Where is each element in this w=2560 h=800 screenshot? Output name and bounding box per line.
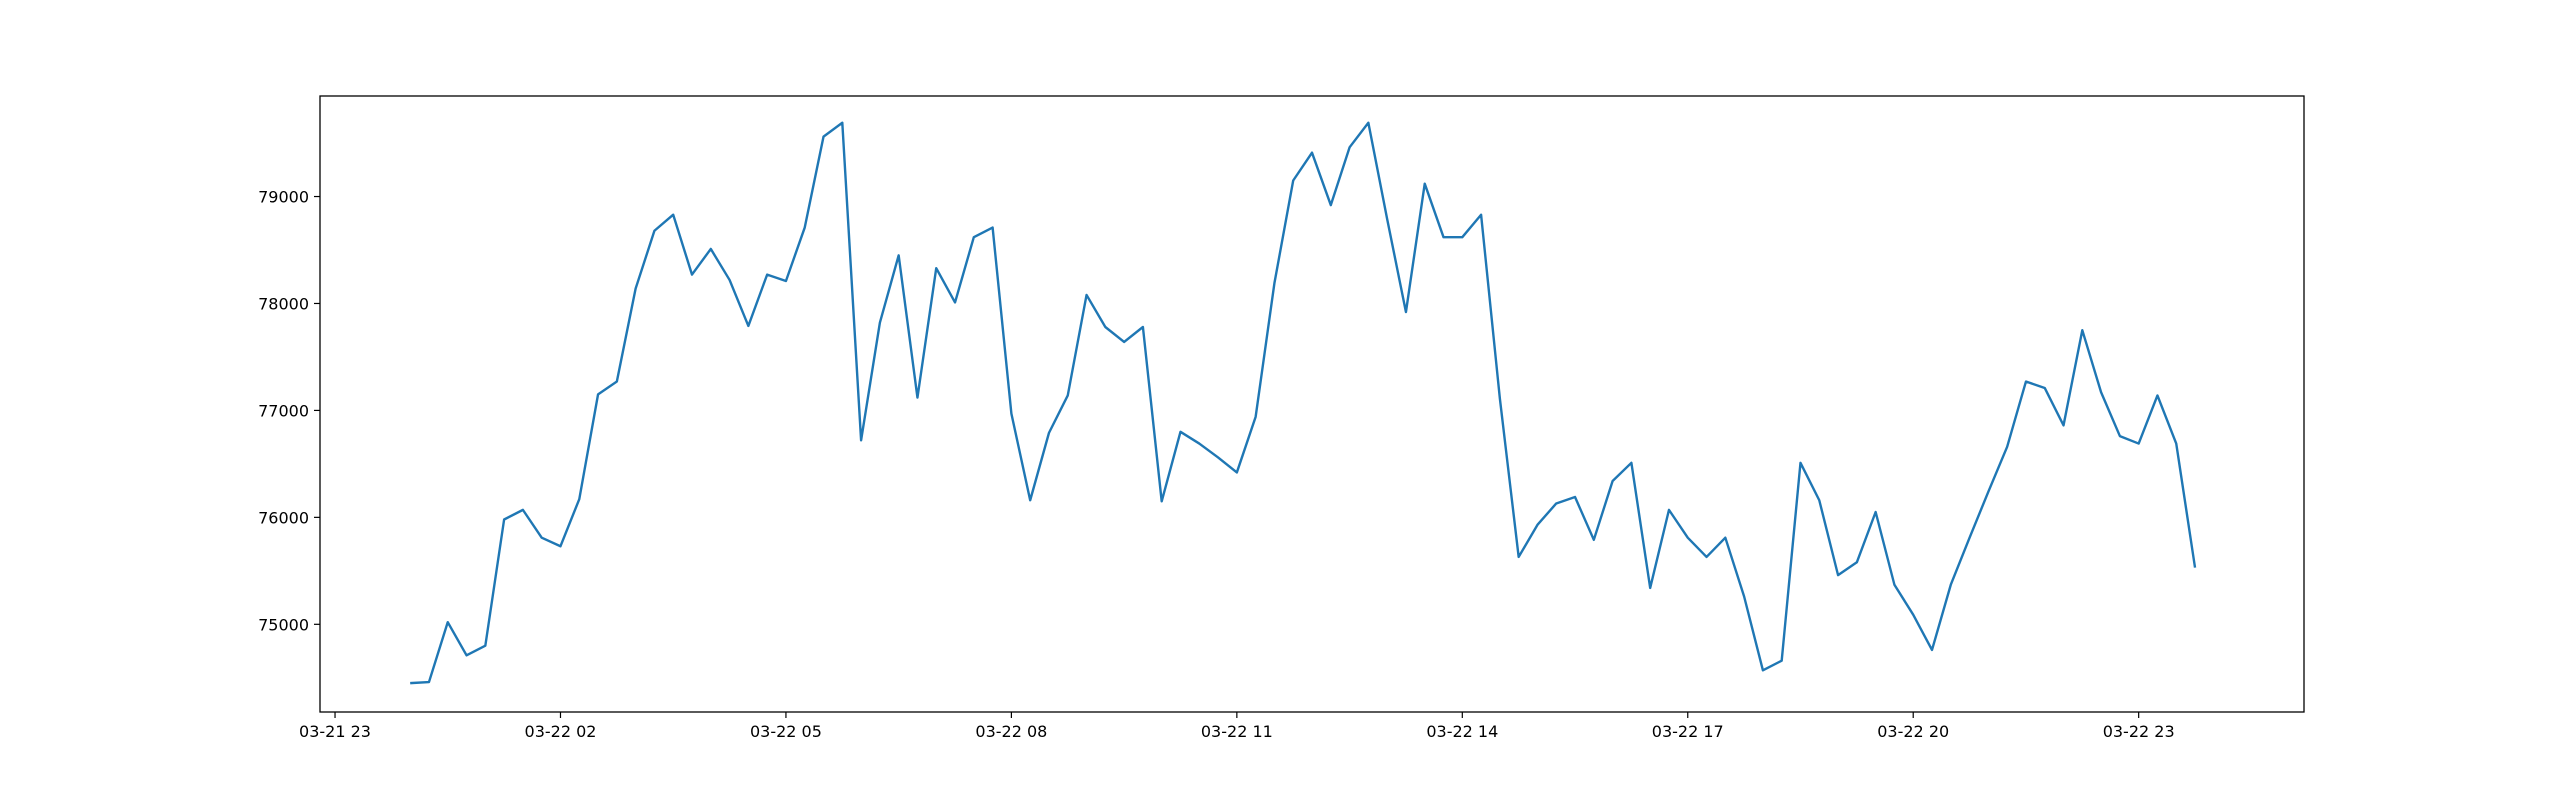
plot-frame [319,95,2305,713]
y-tick-label: 78000 [258,294,309,313]
x-tick-label: 03-22 02 [525,722,597,741]
x-tick-label: 03-22 23 [2103,722,2175,741]
x-tick-label: 03-22 11 [1201,722,1273,741]
y-tick-label: 79000 [258,188,309,207]
y-tick-label: 75000 [258,615,309,634]
x-tick-label: 03-22 14 [1426,722,1498,741]
x-tick-label: 03-22 20 [1877,722,1949,741]
y-tick-label: 76000 [258,508,309,527]
x-tick-label: 03-22 05 [750,722,822,741]
x-tick-label: 03-22 17 [1652,722,1724,741]
line-series [410,121,2197,685]
y-tick-label: 77000 [258,401,309,420]
x-tick-label: 03-21 23 [299,722,371,741]
x-tick-label: 03-22 08 [975,722,1047,741]
